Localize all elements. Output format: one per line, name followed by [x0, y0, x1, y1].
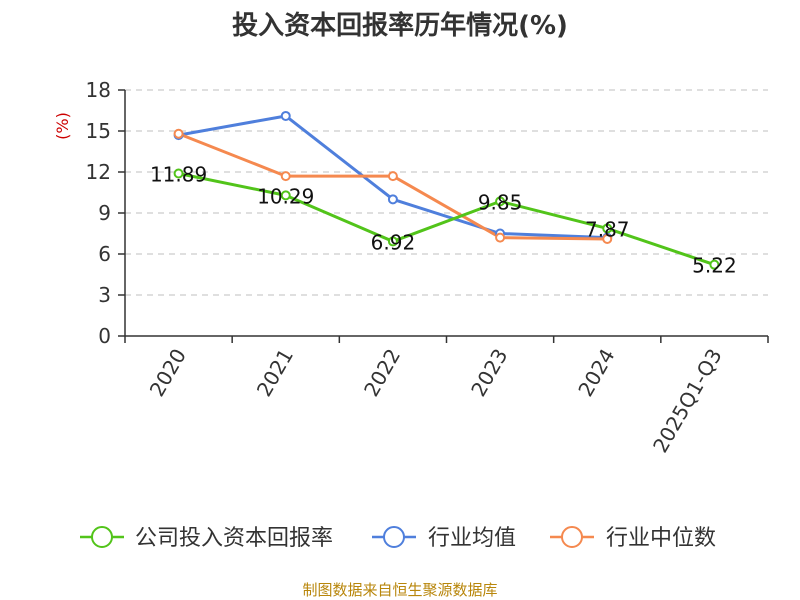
series-point-0 [709, 259, 720, 270]
series-point-0 [602, 223, 613, 234]
x-tick-label: 2020 [145, 345, 191, 401]
legend: 公司投入资本回报率 行业均值 行业中位数 [80, 526, 716, 551]
data-label: 10.29 [257, 184, 314, 208]
series-point-1 [387, 194, 398, 205]
source-note: 制图数据来自恒生聚源数据库 [302, 581, 497, 599]
legend-swatch-marker [91, 526, 113, 548]
y-tick-label: 18 [86, 78, 111, 102]
gridlines [125, 89, 768, 296]
series-point-1 [280, 110, 291, 121]
y-tick-label: 12 [86, 160, 111, 184]
series-point-2 [173, 128, 184, 139]
legend-label: 行业中位数 [606, 526, 716, 551]
data-label: 7.87 [585, 217, 630, 241]
y-tick-label: 9 [98, 201, 111, 225]
series-points [173, 110, 720, 270]
x-tick-label: 2025Q1-Q3 [648, 345, 727, 457]
x-tick-label: 2023 [466, 345, 512, 401]
x-tick-label: 2021 [252, 345, 298, 401]
series-point-2 [387, 171, 398, 182]
chart-title: 投入资本回报率历年情况(%) [232, 10, 568, 41]
y-tick-labels: 0 3 6 9 12 15 18 [86, 78, 111, 348]
series-point-2 [602, 233, 613, 244]
legend-label: 行业均值 [428, 526, 516, 551]
data-label: 11.89 [150, 163, 207, 187]
legend-swatch-marker [561, 526, 583, 548]
series-point-2 [495, 232, 506, 243]
y-tick-label: 3 [98, 283, 111, 307]
series-point-0 [495, 196, 506, 207]
data-labels: 11.89 10.29 6.92 9.85 7.87 5.22 [150, 163, 737, 278]
x-tick-label: 2022 [359, 345, 405, 401]
data-label: 6.92 [371, 230, 416, 254]
data-label: 9.85 [478, 190, 523, 214]
series-point-0 [387, 236, 398, 247]
series-point-0 [173, 168, 184, 179]
y-tick-label: 6 [98, 242, 111, 266]
legend-swatch-marker [383, 526, 405, 548]
series-point-2 [280, 171, 291, 182]
series-point-0 [280, 190, 291, 201]
x-tick-labels: 2020 2021 2022 2023 2024 2025Q1-Q3 [145, 345, 727, 457]
y-tick-label: 0 [98, 324, 111, 348]
y-axis-label: (%) [53, 112, 72, 140]
axes [118, 89, 769, 343]
x-tick-label: 2024 [573, 345, 619, 401]
series-line-0 [178, 172, 715, 267]
data-label: 5.22 [692, 254, 737, 278]
y-tick-label: 15 [86, 119, 111, 143]
legend-label: 公司投入资本回报率 [135, 526, 333, 551]
